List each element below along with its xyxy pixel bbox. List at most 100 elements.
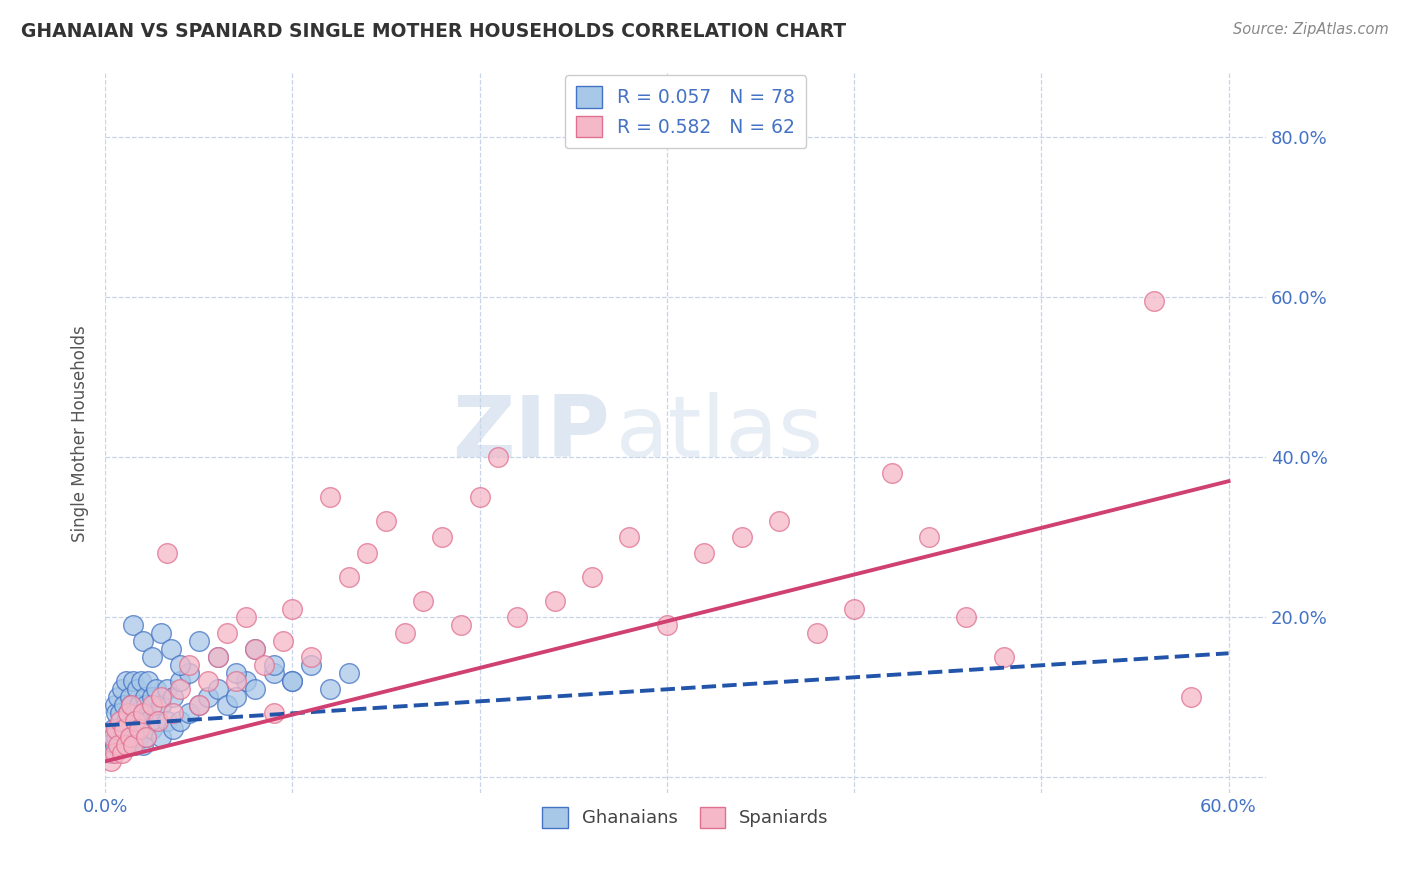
Point [150,731,173,745]
Point [128,723,150,737]
Text: GHANAIAN VS SPANIARD SINGLE MOTHER HOUSEHOLDS CORRELATION CHART: GHANAIAN VS SPANIARD SINGLE MOTHER HOUSE… [21,22,846,41]
Point [337,666,360,681]
Point [179,706,201,721]
Point [150,626,173,640]
Point [162,723,184,737]
Point [131,634,153,648]
Point [146,714,169,729]
Point [122,674,145,689]
Point [281,674,304,689]
Point [118,723,141,737]
Point [243,682,266,697]
Point [108,739,131,753]
Point [128,731,150,745]
Point [162,690,184,705]
Point [101,723,124,737]
Point [243,642,266,657]
Point [105,706,128,721]
Point [105,723,128,737]
Point [768,514,790,528]
Point [299,650,322,665]
Point [225,666,247,681]
Legend: Ghanaians, Spaniards: Ghanaians, Spaniards [536,799,837,835]
Point [114,674,136,689]
Point [124,706,146,721]
Point [169,682,191,697]
Point [103,747,125,761]
Point [156,714,179,729]
Point [117,706,139,721]
Point [207,682,229,697]
Point [356,546,378,560]
Point [263,706,285,721]
Point [281,674,304,689]
Point [918,530,941,544]
Point [187,698,209,713]
Point [125,723,148,737]
Point [111,682,134,697]
Point [253,658,276,673]
Point [135,698,157,713]
Point [225,690,247,705]
Point [112,723,135,737]
Point [101,731,124,745]
Point [271,634,294,648]
Point [112,731,135,745]
Point [107,739,129,753]
Point [1143,294,1166,309]
Point [135,731,157,745]
Point [215,626,238,640]
Point [806,626,828,640]
Point [129,714,152,729]
Point [112,698,135,713]
Point [693,546,716,560]
Point [235,674,257,689]
Text: Source: ZipAtlas.com: Source: ZipAtlas.com [1233,22,1389,37]
Point [120,731,142,745]
Point [100,755,122,769]
Point [880,466,903,480]
Point [319,682,342,697]
Point [145,682,167,697]
Point [450,618,472,632]
Point [118,731,141,745]
Point [105,731,128,745]
Point [150,698,173,713]
Point [179,658,201,673]
Point [120,698,142,713]
Point [100,747,122,761]
Point [107,723,129,737]
Point [197,674,219,689]
Point [131,739,153,753]
Point [114,714,136,729]
Point [955,610,977,624]
Point [197,690,219,705]
Point [842,602,865,616]
Point [506,610,529,624]
Point [141,690,163,705]
Point [159,642,181,657]
Point [394,626,416,640]
Point [179,666,201,681]
Point [111,747,134,761]
Point [111,723,134,737]
Point [263,658,285,673]
Point [131,706,153,721]
Point [619,530,641,544]
Point [243,642,266,657]
Point [117,706,139,721]
Point [235,610,257,624]
Point [281,602,304,616]
Point [993,650,1015,665]
Point [122,618,145,632]
Point [169,658,191,673]
Point [655,618,678,632]
Point [135,731,157,745]
Point [187,698,209,713]
Point [581,570,603,584]
Point [125,682,148,697]
Point [108,714,131,729]
Point [337,570,360,584]
Point [136,714,159,729]
Point [207,650,229,665]
